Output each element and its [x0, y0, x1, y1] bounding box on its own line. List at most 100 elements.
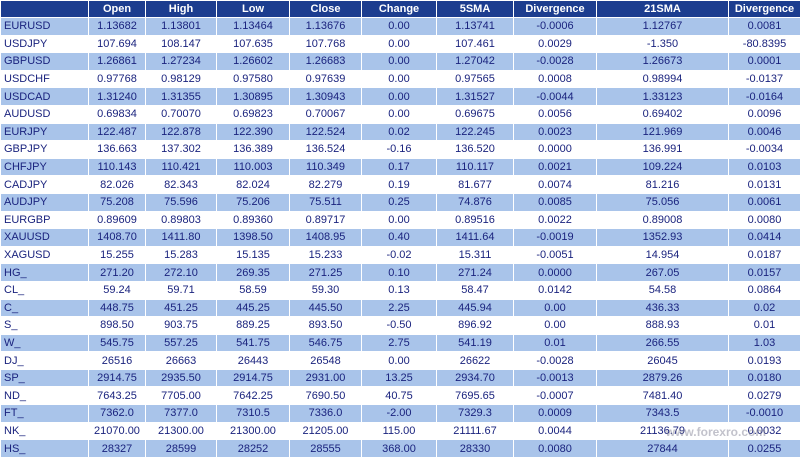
- value-cell: 368.00: [361, 439, 437, 457]
- value-cell: 445.50: [289, 298, 362, 318]
- value-cell: -0.0164: [728, 87, 800, 106]
- symbol-cell: CADJPY: [0, 175, 89, 194]
- value-cell: -0.0006: [513, 17, 597, 36]
- value-cell: 0.0142: [513, 280, 597, 300]
- value-cell: 7362.0: [88, 404, 146, 423]
- value-cell: 15.283: [145, 245, 217, 265]
- value-cell: 7481.40: [596, 386, 729, 406]
- value-cell: 28330: [436, 439, 514, 457]
- value-cell: 7343.5: [596, 404, 729, 423]
- value-cell: 59.30: [289, 280, 362, 300]
- table-row: AUDJPY 75.208 75.596 75.206 75.511 0.25 74.876…: [0, 192, 800, 212]
- value-cell: 0.0131: [728, 175, 800, 194]
- value-cell: 0.97768: [88, 69, 146, 89]
- value-cell: 7690.50: [289, 386, 362, 406]
- value-cell: 1.30943: [289, 87, 362, 106]
- value-cell: 1398.50: [216, 228, 290, 247]
- header-cell: 21SMA: [596, 0, 729, 18]
- value-cell: 136.524: [289, 140, 362, 159]
- value-cell: 0.0193: [728, 351, 800, 370]
- value-cell: 271.25: [289, 263, 362, 282]
- value-cell: 7310.5: [216, 404, 290, 423]
- value-cell: 136.991: [596, 140, 729, 159]
- value-cell: 82.343: [145, 175, 217, 194]
- value-cell: 896.92: [436, 316, 514, 335]
- table-row: SP_ 2914.75 2935.50 2914.75 2931.00 13.25 2934…: [0, 368, 800, 388]
- value-cell: 0.0080: [513, 439, 597, 457]
- value-cell: 15.135: [216, 245, 290, 265]
- value-cell: 267.05: [596, 263, 729, 282]
- value-cell: 58.59: [216, 280, 290, 300]
- value-cell: 0.01: [728, 316, 800, 335]
- value-cell: 0.0000: [513, 263, 597, 282]
- value-cell: 0.0044: [513, 421, 597, 441]
- table-row: DJ_ 26516 26663 26443 26548 0.00 26622 -0.0028 2…: [0, 351, 800, 370]
- value-cell: 0.70070: [145, 104, 217, 124]
- value-cell: 0.25: [361, 192, 437, 212]
- value-cell: -0.0051: [513, 245, 597, 265]
- value-cell: 546.75: [289, 333, 362, 353]
- symbol-cell: AUDJPY: [0, 192, 89, 212]
- value-cell: 7377.0: [145, 404, 217, 423]
- value-cell: 271.24: [436, 263, 514, 282]
- value-cell: 0.89008: [596, 210, 729, 230]
- value-cell: 1.26861: [88, 52, 146, 71]
- value-cell: 26548: [289, 351, 362, 370]
- value-cell: 0.0255: [728, 439, 800, 457]
- value-cell: 1.26673: [596, 52, 729, 71]
- value-cell: 1.33123: [596, 87, 729, 106]
- value-cell: 0.0279: [728, 386, 800, 406]
- table-row: HS_ 28327 28599 28252 28555 368.00 28330 0.0080…: [0, 439, 800, 457]
- value-cell: 0.0085: [513, 192, 597, 212]
- value-cell: 0.00: [361, 34, 437, 54]
- value-cell: 0.97580: [216, 69, 290, 89]
- symbol-cell: USDCAD: [0, 87, 89, 106]
- symbol-cell: GBPUSD: [0, 52, 89, 71]
- value-cell: 7329.3: [436, 404, 514, 423]
- header-cell: High: [145, 0, 217, 18]
- value-cell: 15.311: [436, 245, 514, 265]
- value-cell: 28327: [88, 439, 146, 457]
- table-row: USDCAD 1.31240 1.31355 1.30895 1.30943 0.00 1.…: [0, 87, 800, 106]
- value-cell: 1.31240: [88, 87, 146, 106]
- value-cell: 0.98994: [596, 69, 729, 89]
- value-cell: 107.694: [88, 34, 146, 54]
- symbol-cell: HS_: [0, 439, 89, 457]
- value-cell: 28555: [289, 439, 362, 457]
- value-cell: 59.24: [88, 280, 146, 300]
- value-cell: 0.89516: [436, 210, 514, 230]
- table-row: AUDUSD 0.69834 0.70070 0.69823 0.70067 0.00 0.…: [0, 104, 800, 124]
- value-cell: 110.349: [289, 157, 362, 177]
- value-cell: 75.208: [88, 192, 146, 212]
- value-cell: 26045: [596, 351, 729, 370]
- value-cell: -0.0044: [513, 87, 597, 106]
- symbol-cell: XAGUSD: [0, 245, 89, 265]
- value-cell: 2914.75: [216, 368, 290, 388]
- value-cell: 74.876: [436, 192, 514, 212]
- symbol-cell: NK_: [0, 421, 89, 441]
- value-cell: 0.0157: [728, 263, 800, 282]
- symbol-cell: CHFJPY: [0, 157, 89, 177]
- value-cell: 1408.95: [289, 228, 362, 247]
- table-row: EURUSD 1.13682 1.13801 1.13464 1.13676 0.00 1.…: [0, 17, 800, 36]
- value-cell: 0.0022: [513, 210, 597, 230]
- value-cell: 545.75: [88, 333, 146, 353]
- value-cell: -0.0028: [513, 52, 597, 71]
- value-cell: 0.00: [361, 351, 437, 370]
- value-cell: 110.143: [88, 157, 146, 177]
- symbol-cell: EURUSD: [0, 17, 89, 36]
- value-cell: 82.026: [88, 175, 146, 194]
- value-cell: 2914.75: [88, 368, 146, 388]
- symbol-cell: W_: [0, 333, 89, 353]
- value-cell: 26443: [216, 351, 290, 370]
- table-row: W_ 545.75 557.25 541.75 546.75 2.75 541.19 0.01…: [0, 333, 800, 353]
- value-cell: 0.00: [361, 52, 437, 71]
- table-row: USDCHF 0.97768 0.98129 0.97580 0.97639 0.00 0.…: [0, 69, 800, 89]
- value-cell: 0.40: [361, 228, 437, 247]
- value-cell: 0.0001: [728, 52, 800, 71]
- value-cell: 1.26683: [289, 52, 362, 71]
- value-cell: 40.75: [361, 386, 437, 406]
- table-row: XAGUSD 15.255 15.283 15.135 15.233 -0.02 15.31…: [0, 245, 800, 265]
- value-cell: 75.596: [145, 192, 217, 212]
